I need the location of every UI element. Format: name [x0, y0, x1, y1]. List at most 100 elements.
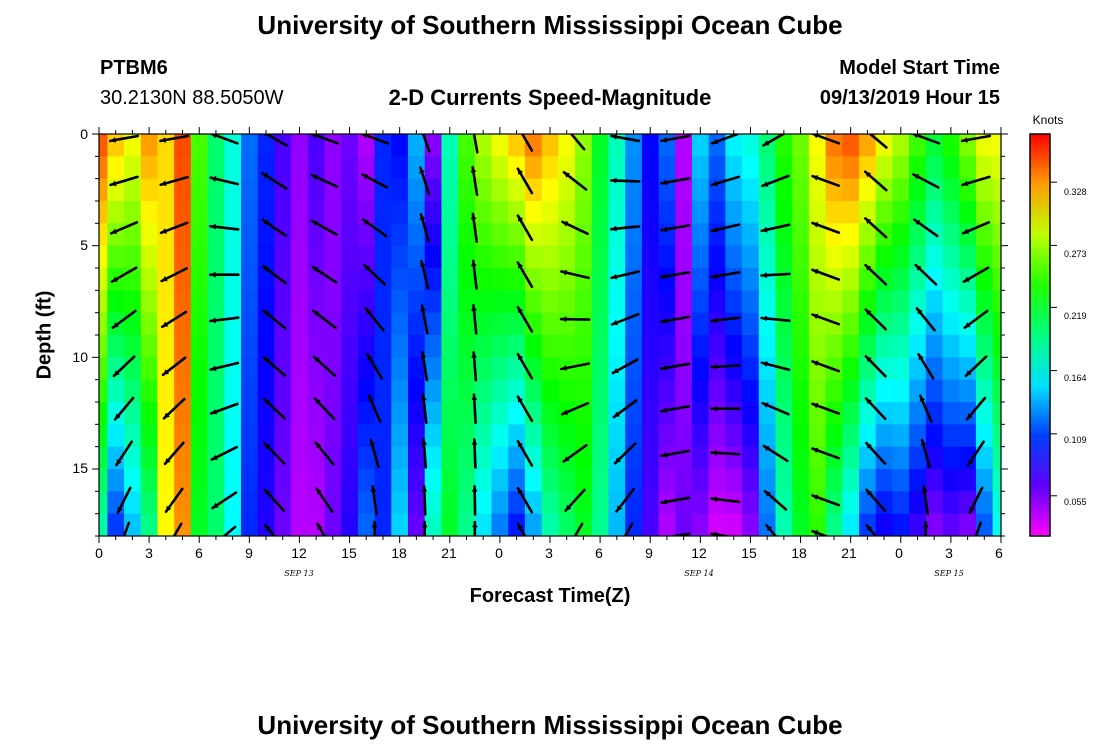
current-vector — [660, 177, 691, 186]
current-vector — [710, 450, 741, 456]
heatmap-cell — [591, 424, 610, 448]
heatmap-cell — [257, 379, 275, 403]
heatmap-cell — [758, 223, 777, 247]
heatmap-cell — [591, 491, 610, 515]
heatmap-cell — [691, 513, 710, 536]
heatmap-cell — [608, 513, 626, 536]
current-vector — [710, 270, 741, 279]
heatmap-cell — [959, 245, 977, 269]
current-vector — [262, 397, 286, 420]
heatmap-cell — [157, 245, 175, 269]
heatmap-cell — [458, 446, 476, 470]
heatmap-cell — [975, 357, 994, 381]
heatmap-cell — [124, 357, 142, 381]
heatmap-cell — [892, 201, 910, 224]
current-vector — [162, 397, 186, 420]
heatmap-cell — [441, 312, 459, 336]
heatmap-cell — [107, 156, 125, 180]
heatmap-cell — [859, 178, 877, 202]
heatmap-cell — [742, 469, 760, 492]
heatmap-cell — [641, 491, 660, 515]
heatmap-cell — [357, 513, 376, 536]
heatmap-cell — [291, 491, 309, 515]
heatmap-cell — [909, 245, 927, 269]
heatmap-cell — [357, 335, 376, 358]
current-vector — [660, 404, 691, 413]
station-id: PTBM6 — [100, 57, 168, 79]
heatmap-cell — [541, 201, 559, 224]
heatmap-cell — [524, 245, 543, 269]
heatmap-cell — [575, 446, 593, 470]
heatmap-cell — [491, 245, 509, 269]
colorbar-tick-label: 0.328 — [1064, 187, 1087, 197]
heatmap-cell — [324, 335, 342, 358]
heatmap-cell — [374, 201, 392, 224]
current-vector — [660, 224, 691, 233]
heatmap-cell — [825, 268, 843, 291]
heatmap-cell — [792, 424, 810, 448]
current-vector — [370, 485, 378, 516]
current-vector — [559, 316, 591, 323]
x-tick-label: 21 — [441, 545, 457, 561]
current-vector — [974, 521, 983, 536]
heatmap-cell — [959, 513, 977, 536]
heatmap-cell — [107, 402, 125, 425]
heatmap-cell — [808, 134, 827, 157]
heatmap-cell — [341, 134, 359, 157]
heatmap-cell — [641, 312, 660, 336]
heatmap-cell — [474, 446, 493, 470]
heatmap-cell — [758, 245, 777, 269]
main-title: University of Southern Mississippi Ocean… — [257, 10, 843, 40]
heatmap-cell — [374, 335, 392, 358]
heatmap-cell — [458, 424, 476, 448]
heatmap-cell — [792, 335, 810, 358]
heatmap-cell — [641, 357, 660, 381]
heatmap-cell — [675, 424, 693, 448]
heatmap-cell — [291, 513, 309, 536]
heatmap-cell — [174, 134, 192, 157]
heatmap-cell — [875, 268, 894, 291]
heatmap-cell — [107, 446, 125, 470]
heatmap-cell — [825, 156, 843, 180]
heatmap-cell — [591, 223, 610, 247]
heatmap-cell — [357, 134, 376, 157]
axis-ticks — [92, 127, 1008, 543]
heatmap-cell — [909, 335, 927, 358]
heatmap-cell — [291, 446, 309, 470]
heatmap-cell — [992, 379, 1001, 403]
heatmap-cell — [291, 178, 309, 202]
heatmap-cell — [441, 201, 459, 224]
heatmap-cell — [892, 379, 910, 403]
heatmap-cell — [959, 134, 977, 157]
heatmap-cell — [99, 469, 108, 492]
heatmap-cell — [408, 223, 426, 247]
heatmap-cell — [408, 357, 426, 381]
heatmap-cell — [658, 379, 676, 403]
current-vector — [420, 304, 429, 335]
heatmap-cell — [842, 268, 860, 291]
heatmap-cell — [875, 379, 894, 403]
heatmap-cell — [892, 245, 910, 269]
current-vector — [420, 393, 428, 424]
current-vector — [560, 401, 590, 416]
heatmap-cell — [491, 402, 509, 425]
heatmap-cell — [140, 312, 159, 336]
heatmap-cell — [307, 446, 326, 470]
x-tick-label: 9 — [645, 545, 653, 561]
heatmap-cell — [859, 290, 877, 314]
current-vector — [264, 523, 277, 536]
heatmap-cell — [124, 402, 142, 425]
heatmap-cell — [808, 178, 827, 202]
heatmap-cell — [641, 379, 660, 403]
heatmap-cell — [558, 469, 576, 492]
heatmap-cell — [541, 245, 559, 269]
heatmap-cell — [491, 156, 509, 180]
heatmap-cell — [992, 290, 1001, 314]
heatmap-cell — [99, 357, 108, 381]
heatmap-cell — [107, 201, 125, 224]
heatmap-cell — [408, 446, 426, 470]
heatmap-cell — [992, 268, 1001, 291]
heatmap-cell — [291, 134, 309, 157]
heatmap-cell — [691, 178, 710, 202]
current-vector — [660, 134, 691, 143]
